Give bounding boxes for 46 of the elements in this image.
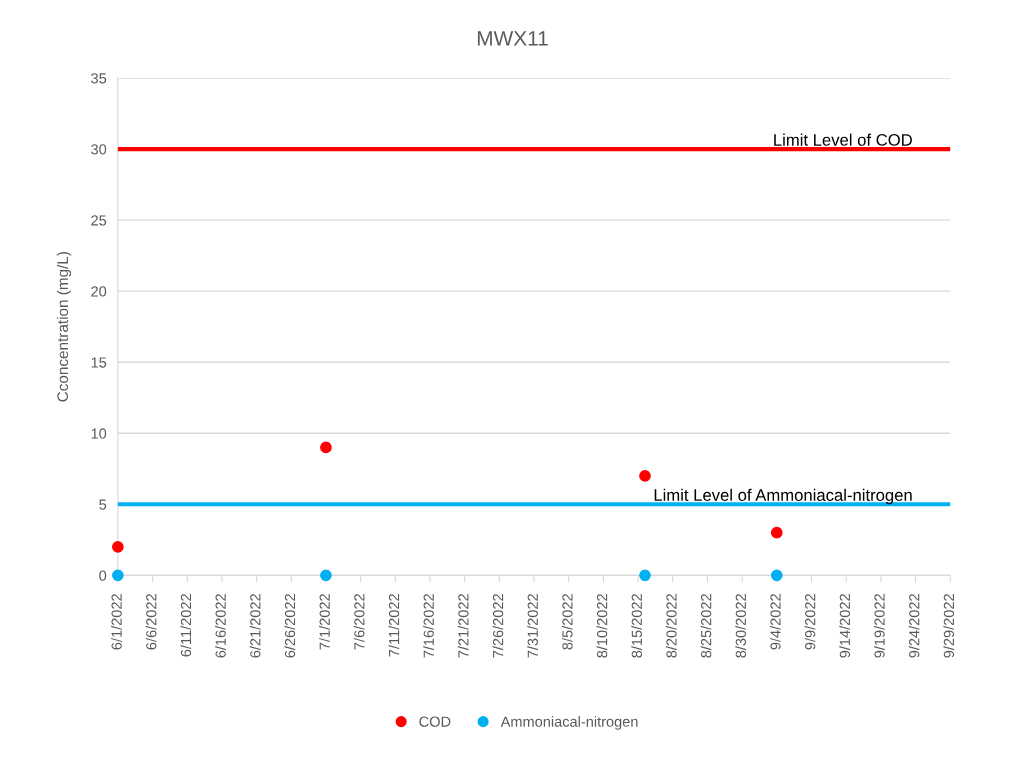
- chart-title: MWX11: [477, 31, 548, 46]
- x-tick-label: 8/15/2022: [631, 594, 642, 658]
- point: [770, 526, 783, 539]
- x-tick-label: 7/31/2022: [527, 594, 538, 658]
- y-tick-label: 0: [99, 570, 107, 581]
- y-tick-label: 15: [91, 357, 107, 368]
- y-tick-label: 30: [91, 144, 107, 155]
- ref-line-label: Limit Level of COD: [774, 133, 912, 146]
- legend-label: COD: [419, 716, 451, 727]
- x-tick-label: 6/6/2022: [145, 594, 157, 650]
- x-tick-label: 8/10/2022: [596, 594, 608, 658]
- y-tick-label: 20: [91, 286, 107, 297]
- ref-line-label: Limit Level of Ammoniacal-nitrogen: [654, 488, 912, 505]
- x-tick-label: 9/14/2022: [839, 594, 851, 658]
- point: [320, 441, 332, 454]
- legend-label: Ammoniacal-nitrogen: [500, 716, 638, 730]
- x-tick-label: 9/9/2022: [804, 594, 816, 650]
- x-tick-label: 8/5/2022: [561, 594, 573, 650]
- x-tick-label: 6/16/2022: [215, 594, 226, 658]
- point: [320, 569, 332, 582]
- y-tick-label: 35: [91, 73, 107, 84]
- point: [639, 569, 651, 582]
- x-tick-label: 7/6/2022: [353, 594, 365, 650]
- x-tick-label: 7/21/2022: [457, 594, 469, 658]
- x-tick-label: 8/20/2022: [665, 594, 677, 658]
- point: [770, 569, 783, 582]
- x-tick-label: 7/26/2022: [492, 594, 504, 658]
- x-tick-label: 9/24/2022: [908, 594, 920, 658]
- y-tick-label: 10: [91, 428, 107, 439]
- x-tick-label: 9/29/2022: [943, 594, 955, 658]
- x-tick-label: 6/21/2022: [249, 594, 261, 658]
- y-axis-title: Cconcentration (mg/L): [56, 252, 72, 402]
- x-tick-label: 7/11/2022: [388, 594, 400, 657]
- x-tick-label: 6/26/2022: [284, 594, 296, 658]
- x-tick-label: 8/30/2022: [735, 594, 747, 658]
- x-tick-label: 6/11/2022: [180, 594, 192, 657]
- point: [639, 470, 651, 482]
- point: [112, 541, 124, 553]
- x-tick-label: 9/19/2022: [874, 594, 885, 658]
- x-tick-label: 7/16/2022: [423, 594, 434, 658]
- x-tick-label: 7/1/2022: [319, 594, 330, 650]
- x-tick-label: 6/1/2022: [111, 594, 122, 650]
- x-tick-label: 9/4/2022: [769, 594, 781, 650]
- y-tick-label: 5: [99, 499, 107, 510]
- x-tick-label: 8/25/2022: [700, 594, 712, 658]
- y-tick-label: 25: [91, 215, 107, 226]
